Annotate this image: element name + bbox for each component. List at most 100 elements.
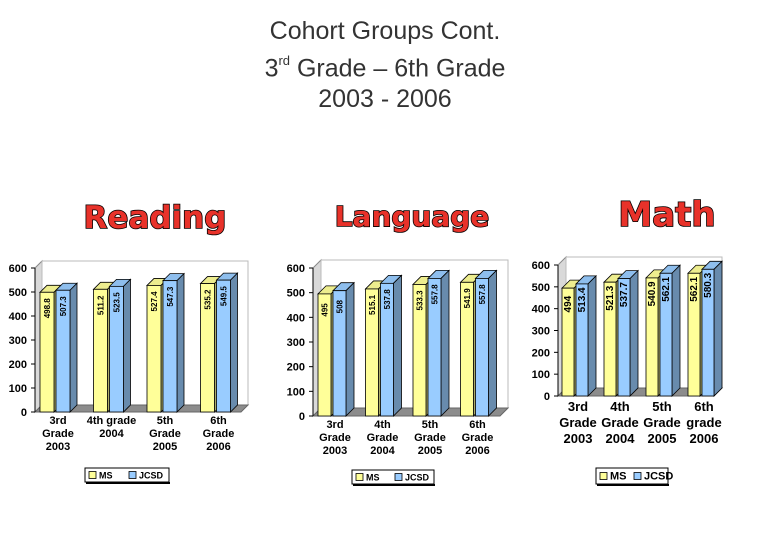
x-tick-label: 3rd bbox=[568, 399, 588, 414]
bar-jcsd bbox=[109, 285, 124, 413]
x-tick-label: 4th grade bbox=[87, 415, 137, 427]
data-label: 494 bbox=[563, 295, 574, 312]
bar-side-jcsd bbox=[440, 269, 450, 417]
bar-side-jcsd bbox=[587, 274, 597, 397]
data-label: 495 bbox=[321, 303, 330, 317]
data-label: 557.8 bbox=[431, 284, 440, 305]
bar-ms bbox=[645, 277, 659, 397]
bar-jcsd bbox=[380, 282, 394, 417]
y-tick-label: 100 bbox=[532, 369, 550, 381]
x-tick-label: Grade bbox=[42, 428, 74, 440]
bar-side-jcsd bbox=[230, 272, 238, 413]
bar-side-jcsd bbox=[69, 282, 78, 413]
x-tick-label: 2003 bbox=[46, 441, 70, 453]
data-label: 557.8 bbox=[478, 284, 487, 305]
x-tick-label: 2006 bbox=[690, 431, 719, 446]
title-line-2-post: Grade – 6th Grade bbox=[290, 54, 506, 83]
legend-shadow bbox=[597, 484, 669, 486]
y-tick-label: 500 bbox=[287, 288, 305, 300]
x-tick-label: 4th bbox=[610, 399, 630, 414]
y-tick-label: 400 bbox=[287, 312, 305, 324]
y-tick-label: 0 bbox=[299, 411, 305, 423]
bar-side-jcsd bbox=[713, 260, 723, 397]
legend-swatch-ms bbox=[88, 471, 97, 479]
x-tick-label: 2005 bbox=[648, 431, 677, 446]
legend-label-ms: MS bbox=[610, 471, 627, 483]
y-tick-label: 500 bbox=[532, 282, 550, 294]
bar-ms bbox=[146, 285, 162, 413]
legend-label-ms: MS bbox=[366, 473, 380, 483]
bar-ms bbox=[412, 284, 427, 417]
bar-side-jcsd bbox=[176, 272, 185, 413]
data-label: 527.4 bbox=[150, 291, 159, 312]
bar-jcsd bbox=[427, 278, 442, 417]
bar-jcsd bbox=[216, 279, 231, 413]
data-label: 523.5 bbox=[113, 292, 122, 313]
bar-ms bbox=[200, 283, 215, 413]
bar-side-jcsd bbox=[123, 278, 131, 413]
x-tick-label: 2006 bbox=[206, 441, 230, 453]
y-tick-label: 300 bbox=[287, 337, 305, 349]
y-tick-label: 500 bbox=[9, 287, 27, 299]
legend-shadow bbox=[86, 482, 170, 484]
x-tick-label: Grade bbox=[203, 428, 235, 440]
data-label: 547.3 bbox=[166, 286, 175, 307]
data-label: 515.1 bbox=[368, 294, 377, 315]
x-tick-label: 2004 bbox=[606, 431, 636, 446]
data-label: 513.4 bbox=[577, 287, 588, 312]
data-label: 537.8 bbox=[383, 289, 392, 310]
chart-language: Language 0 100 200 300 400 500 600 495 508 3rd Grad… bbox=[287, 199, 510, 486]
bar-side-jcsd bbox=[345, 281, 355, 417]
x-tick-label: 3rd bbox=[326, 419, 343, 431]
chart-title: Language bbox=[335, 200, 490, 233]
data-label: 549.5 bbox=[220, 286, 229, 307]
bar-jcsd bbox=[701, 268, 715, 397]
legend-shadow bbox=[353, 484, 435, 486]
chart-title: Reading bbox=[84, 200, 227, 236]
x-tick-label: 2005 bbox=[418, 445, 442, 457]
x-tick-label: 2006 bbox=[465, 445, 489, 457]
data-label: 541.9 bbox=[463, 288, 472, 309]
legend-swatch-jcsd bbox=[128, 471, 137, 479]
bar-jcsd bbox=[575, 283, 589, 397]
y-tick-label: 600 bbox=[9, 263, 27, 275]
y-tick-label: 200 bbox=[287, 362, 305, 374]
y-tick-label: 200 bbox=[532, 347, 550, 359]
bar-jcsd bbox=[55, 289, 71, 413]
x-tick-label: Grade bbox=[462, 432, 494, 444]
legend-swatch-ms bbox=[599, 472, 608, 480]
data-label: 511.2 bbox=[97, 295, 106, 315]
bar-ms bbox=[561, 287, 575, 397]
x-tick-label: 4th bbox=[374, 419, 391, 431]
data-label: 507.3 bbox=[59, 296, 68, 317]
data-label: 521.3 bbox=[605, 285, 616, 310]
y-tick-label: 600 bbox=[287, 263, 305, 275]
y-tick-label: 100 bbox=[287, 386, 305, 398]
bar-side-jcsd bbox=[393, 274, 402, 417]
x-tick-label: 5th bbox=[157, 415, 174, 427]
bar-side-jcsd bbox=[671, 264, 681, 397]
legend-label-jcsd: JCSD bbox=[405, 473, 430, 483]
bar-ms bbox=[687, 272, 701, 397]
bar-ms bbox=[93, 288, 108, 413]
data-label: 508 bbox=[336, 299, 345, 313]
title-line-2-sup: rd bbox=[278, 53, 291, 68]
x-tick-label: 6th bbox=[694, 399, 714, 414]
data-label: 535.2 bbox=[204, 289, 213, 310]
legend-label-ms: MS bbox=[99, 471, 113, 481]
legend-label-jcsd: JCSD bbox=[644, 471, 673, 483]
x-tick-label: 6th bbox=[469, 419, 486, 431]
x-tick-label: 5th bbox=[652, 399, 672, 414]
y-tick-label: 200 bbox=[9, 359, 27, 371]
bar-jcsd bbox=[475, 278, 489, 417]
x-tick-label: Grade bbox=[414, 432, 446, 444]
data-label: 580.3 bbox=[703, 272, 714, 297]
legend-swatch-ms bbox=[355, 473, 364, 481]
chart-title: Math bbox=[618, 195, 715, 235]
x-tick-label: 5th bbox=[422, 419, 439, 431]
bar-jcsd bbox=[659, 272, 673, 397]
y-tick-label: 300 bbox=[9, 335, 27, 347]
bar-ms bbox=[365, 288, 379, 417]
